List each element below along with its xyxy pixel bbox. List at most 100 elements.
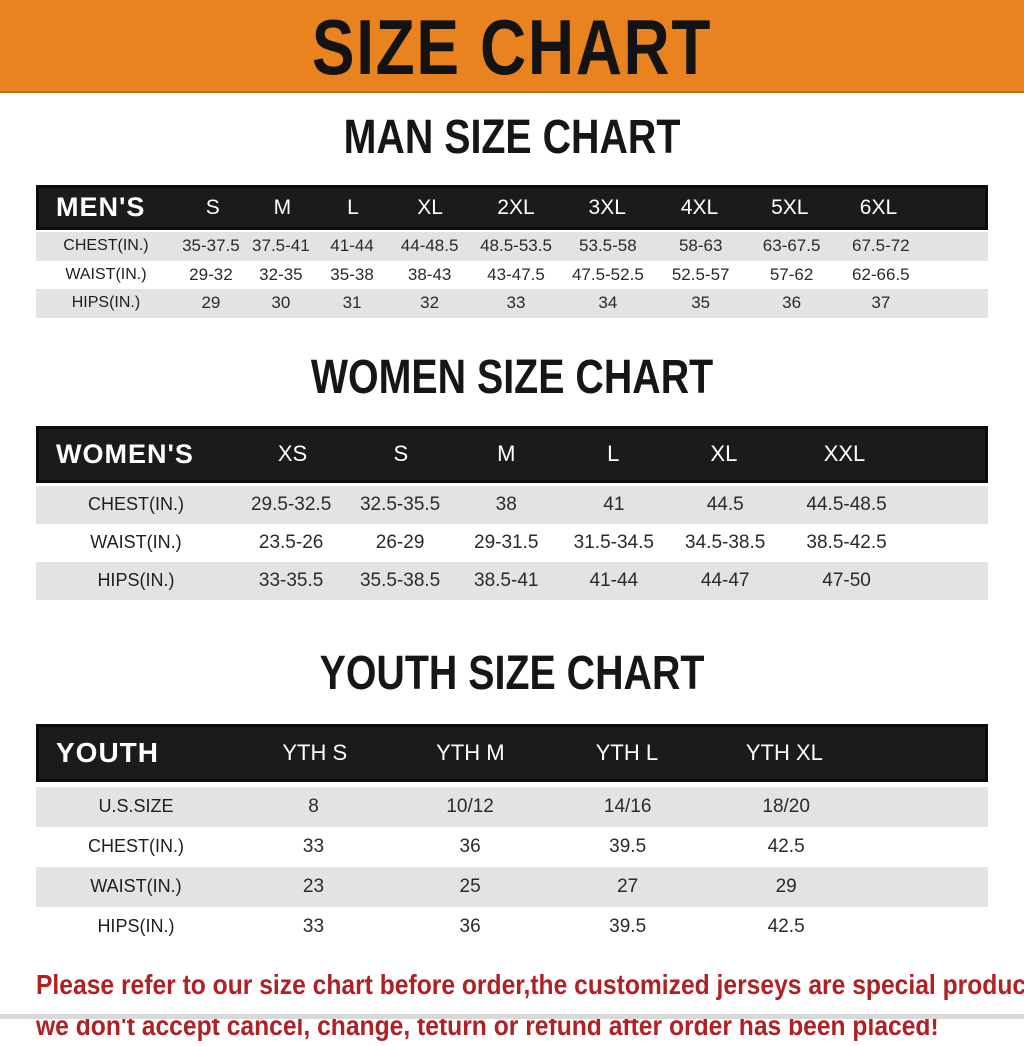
size-cell: 41-44 [589,569,639,591]
table-row: CHEST(IN.) 29.5-32.5 32.5-35.5 38 41 44.5 44.5… [36,485,988,524]
table-header-bar: YOUTH YTH S YTH M YTH L YTH XL [36,723,988,782]
size-cell: 36 [459,835,481,857]
youth-section-title: YOUTH SIZE CHART [319,646,705,700]
size-cell: 41 [603,493,625,515]
row-label: WAIST(IN.) [65,265,147,283]
table-row: U.S.SIZE 8 10/12 14/16 18/20 [36,786,988,827]
size-cell: 10/12 [446,795,494,817]
row-label: CHEST(IN.) [63,237,149,255]
table-row: CHEST(IN.) 35-37.5 37.5-41 41-44 44-48.5 48.5… [36,232,988,261]
size-column-header: M [273,195,292,219]
size-cell: 29.5-32.5 [250,493,332,515]
row-label: WAIST(IN.) [90,876,182,896]
table-row: HIPS(IN.) 33-35.5 35.5-38.5 38.5-41 41-44 44-… [36,561,988,600]
size-cell: 31.5-34.5 [573,531,654,553]
size-cell: 29-31.5 [474,531,539,553]
table-row: WAIST(IN.) 29-32 32-35 35-38 38-43 43-47.5 47.… [36,260,988,289]
size-cell: 67.5-72 [851,236,910,256]
size-cell: 35 [691,293,711,313]
size-column-header: L [607,441,620,466]
size-column-header: 6XL [859,195,898,219]
size-column-header: YTH XL [745,739,823,765]
size-cell: 26-29 [375,531,425,553]
size-cell: 34.5-38.5 [685,531,766,553]
youth-size-table: YOUTH YTH S YTH M YTH L YTH XL U.S.SIZE 8 10/12… [36,723,988,947]
size-cell: 47.5-52.5 [571,264,644,284]
women-size-section: WOMEN SIZE CHART WOMEN'S XS S M L XL XXL CHEST(… [0,350,1024,600]
size-column-header: S [205,195,220,219]
table-row: WAIST(IN.) 23.5-26 26-29 29-31.5 31.5-34.5 34… [36,523,988,562]
size-cell: 41-44 [330,236,374,256]
size-cell: 33-35.5 [258,569,324,591]
size-cell: 33 [302,915,325,937]
size-cell: 33 [302,835,325,857]
women-size-table: WOMEN'S XS S M L XL XXL CHEST(IN.) 29.5-32.5 32.5… [36,425,988,600]
footer-disclaimer: Please refer to our size chart before or… [36,964,1024,1046]
size-cell: 23.5-26 [258,531,324,553]
footer-disclaimer-line2: we don't accept cancel, change, teturn o… [36,1009,939,1041]
table-header-bar: MEN'S S M L XL 2XL 3XL 4XL 5XL 6XL [36,185,988,230]
size-cell: 32-35 [259,264,303,284]
size-column-header: XS [277,441,308,466]
table-header-label: WOMEN'S [56,438,194,469]
table-row: HIPS(IN.) 29 30 31 32 33 34 35 36 37 [36,289,988,318]
women-section-title: WOMEN SIZE CHART [310,350,714,404]
size-cell: 27 [617,875,639,897]
table-row: HIPS(IN.) 33 36 39.5 42.5 [36,906,988,947]
size-cell: 57-62 [769,264,814,284]
row-label: WAIST(IN.) [90,532,182,552]
row-label: HIPS(IN.) [97,570,175,590]
man-size-table: MEN'S S M L XL 2XL 3XL 4XL 5XL 6XL CHEST(IN.) 35-37… [36,185,988,318]
youth-size-section: YOUTH SIZE CHART YOUTH YTH S YTH M YTH L YTH… [0,646,1024,947]
table-header-bar: WOMEN'S XS S M L XL XXL [36,425,988,483]
size-column-header: 4XL [680,195,719,219]
size-column-header: 3XL [588,195,626,219]
size-column-header: YTH L [595,739,659,765]
man-size-section: MAN SIZE CHART MEN'S S M L XL 2XL 3XL 4XL 5XL 6XL… [0,114,1024,318]
size-cell: 31 [342,293,362,313]
size-column-header: M [497,441,516,466]
size-cell: 44-47 [700,569,750,591]
size-cell: 44-48.5 [400,236,459,256]
size-cell: 39.5 [609,835,647,857]
size-cell: 23 [302,875,325,897]
size-column-header: 5XL [771,195,809,219]
size-cell: 48.5-53.5 [480,236,552,256]
size-column-header: YTH S [282,739,348,765]
table-header-label: YOUTH [56,736,159,768]
size-cell: 37 [871,293,891,313]
row-label: HIPS(IN.) [97,916,175,936]
bottom-divider [0,1014,1024,1019]
size-cell: 37.5-41 [252,236,310,256]
row-label: CHEST(IN.) [87,836,184,856]
size-cell: 52.5-57 [671,264,730,284]
row-label: HIPS(IN.) [71,294,141,312]
size-column-header: XL [710,441,738,466]
table-header-label: MEN'S [56,192,146,222]
size-column-header: S [393,441,409,466]
size-column-header: L [347,195,359,219]
size-cell: 44.5 [706,493,744,515]
size-column-header: YTH M [436,739,505,765]
table-row: CHEST(IN.) 33 36 39.5 42.5 [36,826,988,867]
size-cell: 47-50 [822,569,871,591]
size-cell: 29 [775,875,797,897]
size-cell: 35.5-38.5 [359,569,441,591]
size-cell: 29 [201,293,221,313]
size-cell: 43-47.5 [487,264,545,284]
size-cell: 25 [459,875,481,897]
size-cell: 58-63 [678,236,723,256]
size-cell: 33 [506,293,526,313]
size-cell: 44.5-48.5 [806,493,887,515]
size-cell: 32.5-35.5 [359,493,441,515]
size-cell: 14/16 [603,795,652,817]
size-cell: 29-32 [189,264,233,284]
size-column-header: XXL [823,441,866,466]
table-row: WAIST(IN.) 23 25 27 29 [36,866,988,907]
size-cell: 38-43 [407,264,452,284]
row-label: CHEST(IN.) [87,494,184,514]
size-cell: 42.5 [767,915,805,937]
footer-disclaimer-line1: Please refer to our size chart before or… [36,968,1024,1000]
page-title: SIZE CHART [311,2,713,91]
